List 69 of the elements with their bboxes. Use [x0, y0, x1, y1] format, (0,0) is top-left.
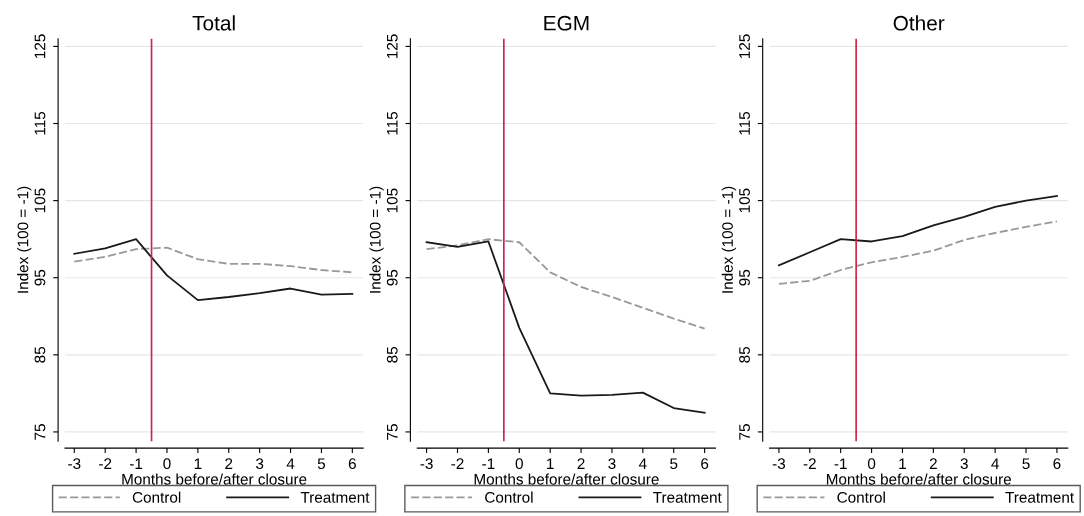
y-tick-label: 115 — [386, 111, 398, 135]
y-axis-title: Index (100 = -1) — [369, 186, 384, 293]
x-tick-label: 5 — [670, 458, 678, 470]
y-tick-label: 95 — [34, 269, 46, 286]
x-axis-title: Months before/after closure — [826, 473, 1012, 485]
x-tick-label: 0 — [867, 458, 876, 470]
x-tick-label: 0 — [515, 458, 523, 470]
chart-title: Total — [192, 15, 235, 31]
x-tick-label: 4 — [286, 458, 295, 469]
x-tick-label: -1 — [129, 458, 143, 469]
y-tick-label: 125 — [739, 34, 750, 58]
y-tick-label: 85 — [739, 346, 750, 363]
chart-title: Other — [893, 15, 945, 31]
legend-label: Control — [132, 491, 181, 503]
x-tick-label: 6 — [701, 458, 709, 470]
legend-label: Control — [485, 491, 533, 503]
x-tick-label: 3 — [255, 458, 264, 470]
x-tick-label: -1 — [834, 458, 847, 469]
x-tick-label: 2 — [929, 458, 937, 469]
line-series — [778, 195, 1058, 267]
x-tick-label: -2 — [99, 458, 112, 469]
x-tick-label: 4 — [991, 458, 999, 469]
x-tick-label: -3 — [68, 458, 81, 470]
x-tick-label: 6 — [1053, 458, 1061, 470]
y-tick-label: 125 — [386, 34, 398, 58]
y-tick-label: 115 — [739, 111, 750, 135]
line-series — [73, 246, 354, 274]
y-tick-label: 75 — [34, 424, 46, 440]
x-tick-label: 1 — [194, 458, 202, 469]
y-axis-title: Index (100 = -1) — [17, 186, 32, 293]
y-axis-title: Index (100 = -1) — [721, 186, 736, 293]
y-tick-label: 85 — [386, 346, 398, 363]
x-tick-label: 3 — [608, 458, 616, 470]
legend-label: Treatment — [300, 492, 370, 503]
line-series — [73, 238, 354, 301]
legend-label: Treatment — [1005, 492, 1074, 503]
y-tick-label: 85 — [34, 346, 46, 363]
legend-label: Treatment — [653, 492, 722, 503]
x-tick-label: -3 — [772, 458, 786, 470]
x-axis-title: Months before/after closure — [474, 473, 659, 485]
y-tick-label: 105 — [739, 188, 750, 213]
x-tick-label: -3 — [420, 458, 433, 470]
line-series — [778, 220, 1058, 285]
y-tick-label: 125 — [34, 34, 46, 58]
x-axis-title: Months before/after closure — [122, 473, 307, 485]
x-tick-label: 2 — [577, 458, 585, 469]
y-tick-label: 115 — [34, 111, 46, 135]
x-tick-label: 5 — [1022, 458, 1030, 470]
x-tick-label: 6 — [348, 458, 356, 470]
x-tick-label: 1 — [547, 458, 554, 469]
line-series — [425, 240, 706, 414]
chart-title: EGM — [544, 15, 589, 31]
x-tick-label: -2 — [803, 458, 816, 469]
y-tick-label: 105 — [34, 188, 46, 213]
line-series — [425, 238, 706, 330]
x-tick-label: -1 — [482, 458, 495, 469]
y-tick-label: 75 — [386, 424, 398, 440]
y-tick-label: 95 — [739, 269, 750, 286]
legend-label: Control — [837, 491, 885, 503]
x-tick-label: 4 — [638, 458, 647, 469]
x-tick-label: -2 — [451, 458, 464, 469]
x-tick-label: 5 — [317, 458, 326, 470]
x-tick-label: 0 — [163, 458, 171, 470]
x-tick-label: 1 — [899, 458, 906, 469]
y-tick-label: 95 — [386, 269, 398, 286]
x-tick-label: 2 — [225, 458, 233, 469]
y-tick-label: 75 — [739, 424, 750, 440]
y-tick-label: 105 — [386, 188, 398, 213]
x-tick-label: 3 — [960, 458, 968, 470]
